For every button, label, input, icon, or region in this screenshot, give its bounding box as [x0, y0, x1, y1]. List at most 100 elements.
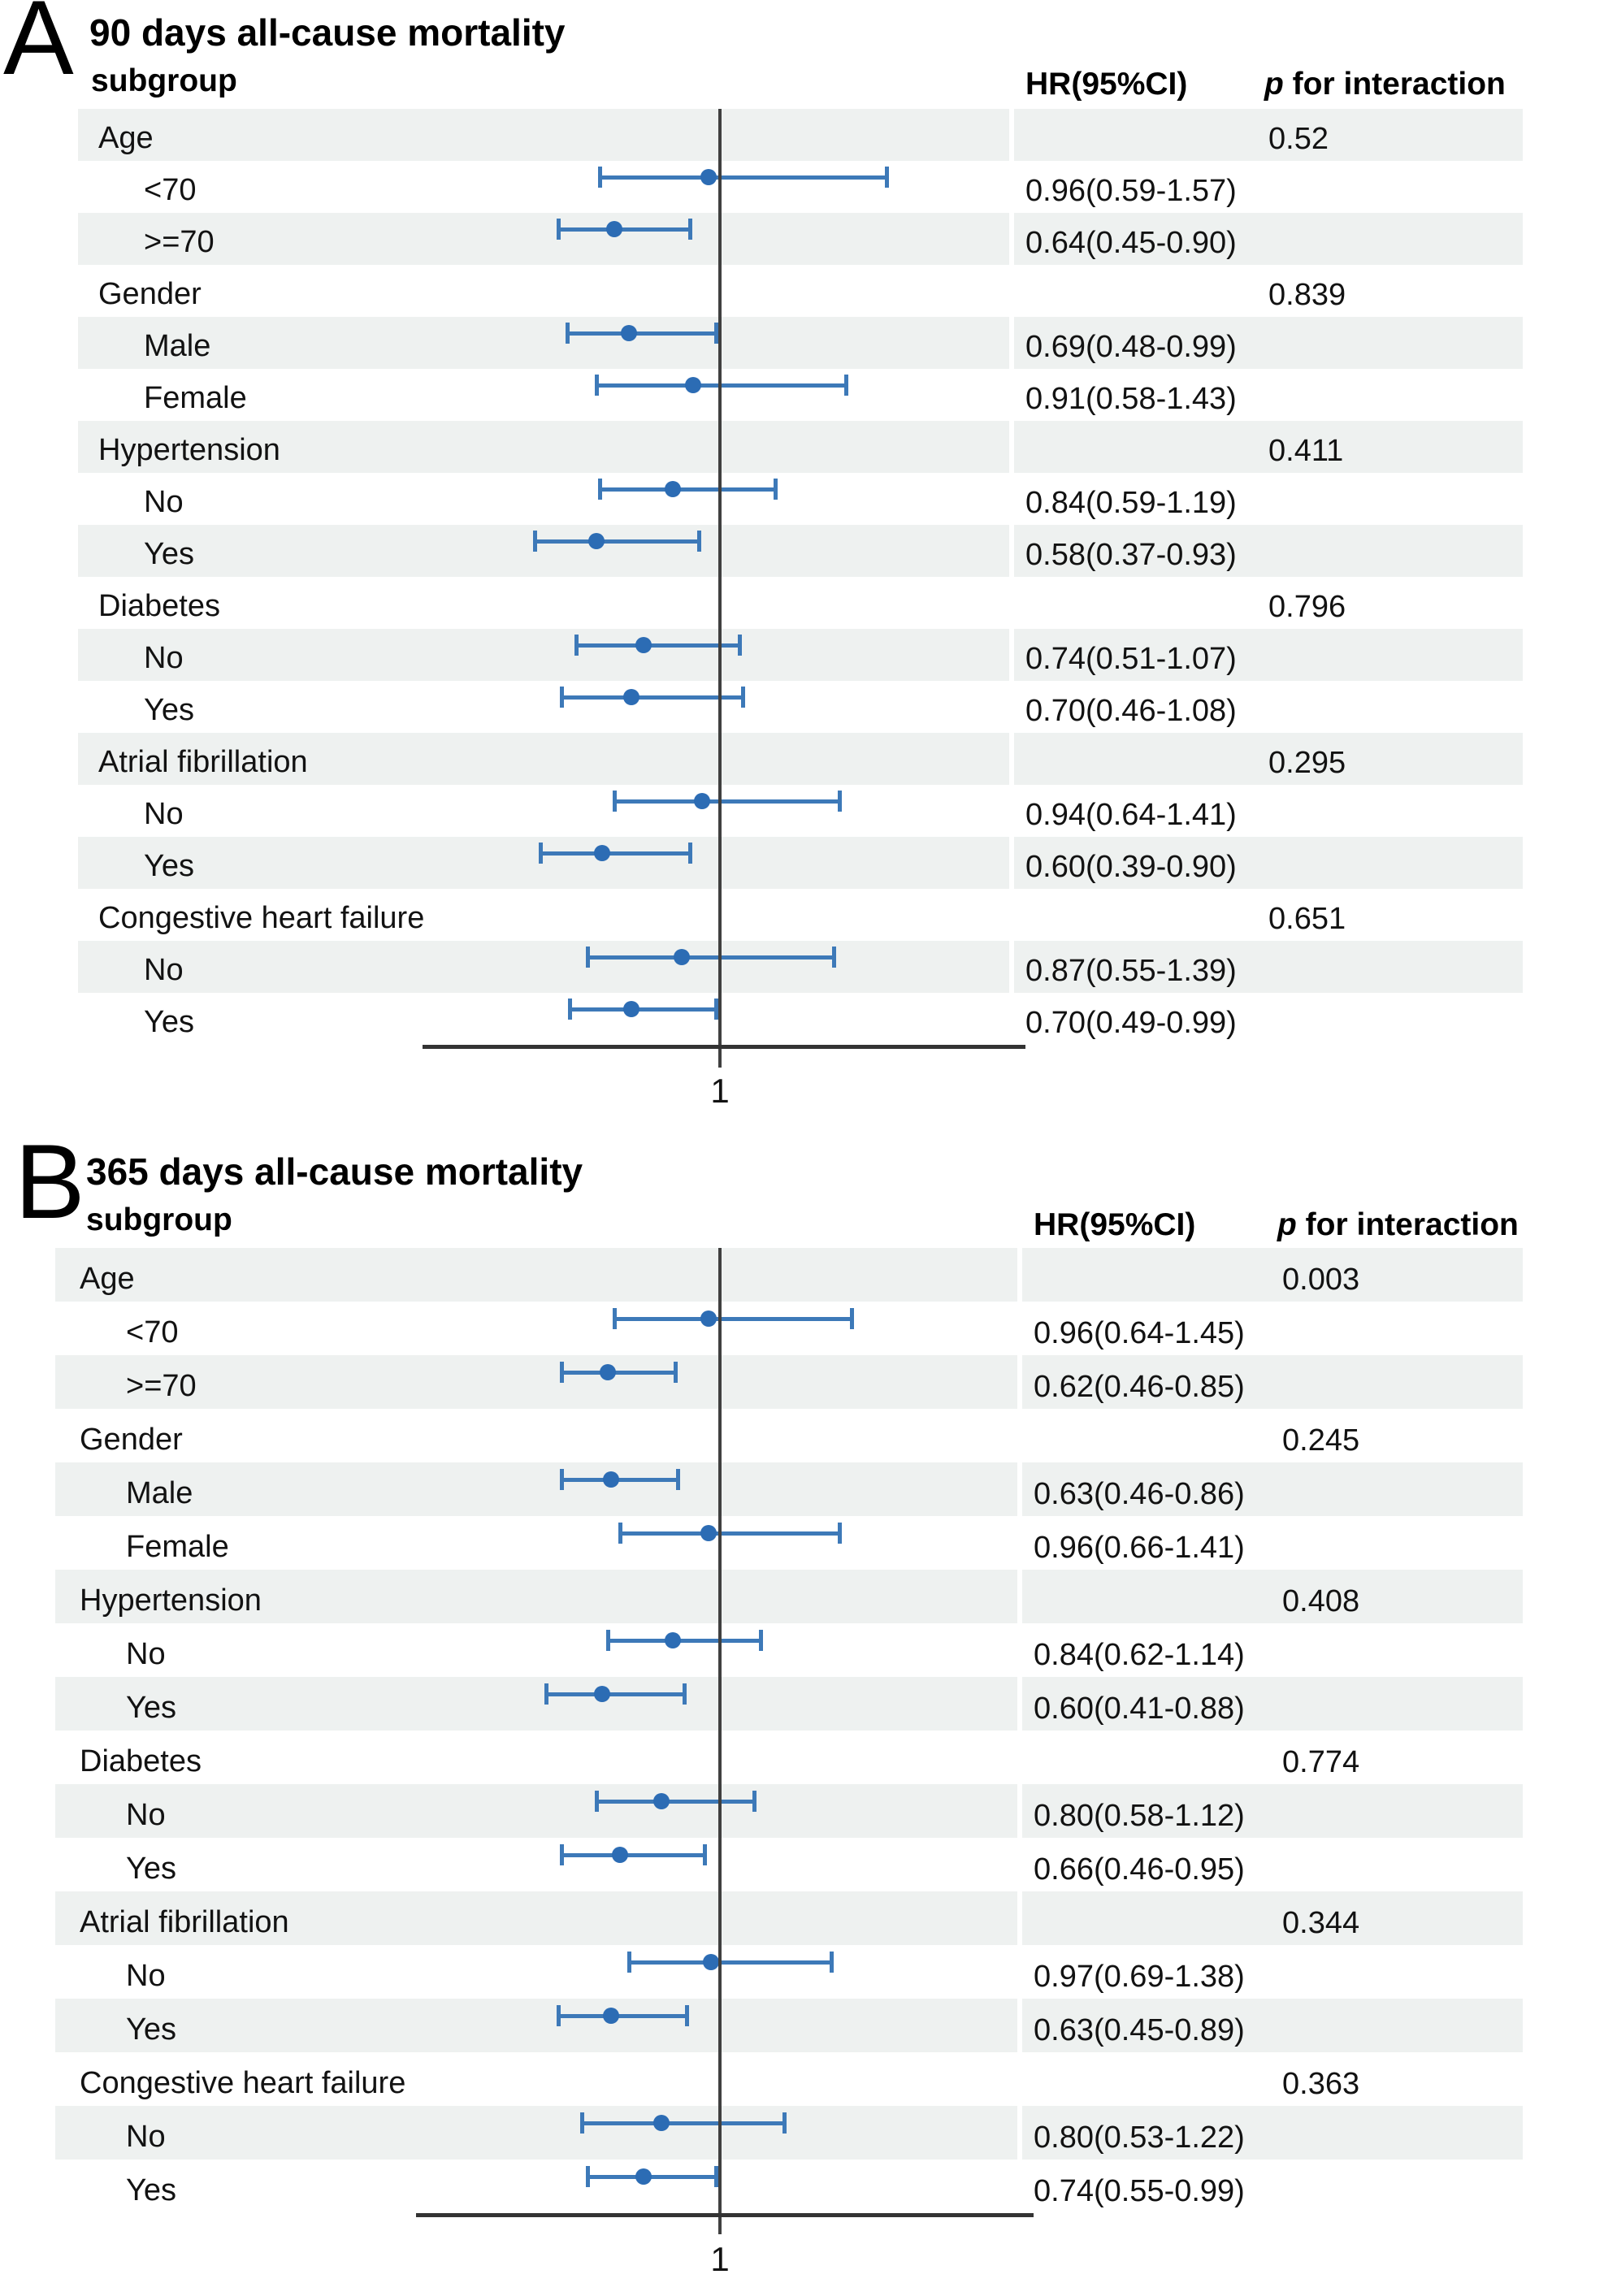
- forest-row: >=70 0.62(0.46-0.85): [0, 1355, 1604, 1409]
- forest-row: Yes 0.60(0.39-0.90): [0, 837, 1604, 889]
- panel-a-letter: A: [3, 0, 74, 97]
- ci-cap-high: [696, 531, 701, 552]
- forest-row: Hypertension 0.411: [0, 421, 1604, 473]
- hr-ci-value: 0.60(0.41-0.88): [1034, 1692, 1245, 1726]
- row-band-right: [1022, 1677, 1523, 1731]
- forest-row: No 0.84(0.62-1.14): [0, 1623, 1604, 1677]
- forest-row: Congestive heart failure 0.651: [0, 889, 1604, 941]
- forest-row: Yes 0.66(0.46-0.95): [0, 1838, 1604, 1891]
- subgroup-item-label: Yes: [144, 1005, 194, 1039]
- ci-bar: [596, 1800, 756, 1804]
- ci-bar: [613, 799, 841, 804]
- row-band-right: [1022, 1355, 1523, 1409]
- hr-ci-value: 0.96(0.59-1.57): [1025, 174, 1237, 208]
- forest-row: No 0.74(0.51-1.07): [0, 629, 1604, 681]
- x-axis-line: [423, 1045, 1025, 1049]
- row-band-left: [78, 473, 1009, 525]
- subgroup-item-label: No: [144, 953, 184, 987]
- ci-cap-low: [597, 479, 602, 500]
- row-band-right: [1014, 213, 1523, 265]
- ci-cap-low: [559, 687, 564, 708]
- ci-bar: [534, 539, 700, 544]
- hr-ci-value: 0.58(0.37-0.93): [1025, 538, 1237, 572]
- hr-ci-value: 0.97(0.69-1.38): [1034, 1960, 1245, 1994]
- row-band-right: [1014, 733, 1523, 785]
- ci-cap-high: [682, 1683, 687, 1705]
- panel-b-letter: B: [15, 1122, 85, 1241]
- forest-row: No 0.87(0.55-1.39): [0, 941, 1604, 993]
- ci-cap-high: [885, 167, 890, 188]
- ci-cap-low: [568, 999, 573, 1020]
- ci-bar: [546, 1692, 685, 1696]
- point-estimate-marker: [603, 2008, 620, 2024]
- hr-ci-value: 0.63(0.46-0.86): [1034, 1477, 1245, 1511]
- ci-bar: [581, 2121, 785, 2125]
- ci-bar: [561, 1478, 679, 1482]
- row-band-left: [78, 837, 1009, 889]
- p-italic-label: p: [1264, 67, 1284, 102]
- ci-bar: [540, 851, 691, 856]
- point-estimate-marker: [611, 1847, 628, 1863]
- ci-bar: [599, 175, 888, 180]
- subgroup-item-label: No: [126, 2120, 166, 2154]
- subgroup-item-label: No: [144, 485, 184, 519]
- panel-b: B 365 days all-cause mortality subgroup …: [0, 1129, 1604, 2296]
- ci-cap-low: [606, 1630, 611, 1651]
- column-header-subgroup: subgroup: [91, 63, 237, 98]
- row-band-left: [55, 1409, 1017, 1462]
- row-band-right: [1014, 837, 1523, 889]
- hr-ci-value: 0.70(0.46-1.08): [1025, 694, 1237, 728]
- row-band-right: [1022, 1999, 1523, 2052]
- hr-ci-value: 0.66(0.46-0.95): [1034, 1852, 1245, 1887]
- ci-bar: [628, 1960, 832, 1965]
- row-band-right: [1022, 1891, 1523, 1945]
- ci-cap-high: [687, 843, 692, 864]
- subgroup-item-label: No: [126, 1637, 166, 1671]
- x-axis-line: [416, 2213, 1034, 2217]
- subgroup-label: Atrial fibrillation: [80, 1905, 289, 1939]
- row-band-left: [55, 1945, 1017, 1999]
- row-band-left: [55, 1462, 1017, 1516]
- row-band-left: [55, 1891, 1017, 1945]
- ci-cap-low: [586, 947, 591, 968]
- point-estimate-marker: [652, 2115, 670, 2131]
- forest-row: Yes 0.60(0.41-0.88): [0, 1677, 1604, 1731]
- point-estimate-marker: [700, 1310, 717, 1327]
- ci-cap-high: [714, 2166, 719, 2187]
- ci-cap-high: [782, 2112, 787, 2134]
- row-band-left: [55, 1355, 1017, 1409]
- ci-cap-low: [594, 1791, 599, 1812]
- row-band-left: [78, 629, 1009, 681]
- ci-bar: [561, 1371, 676, 1375]
- point-estimate-marker: [665, 1632, 682, 1648]
- forest-row: >=70 0.64(0.45-0.90): [0, 213, 1604, 265]
- hr-ci-value: 0.74(0.51-1.07): [1025, 642, 1237, 676]
- p-interaction-value: 0.839: [1268, 278, 1346, 312]
- forest-row: Female 0.91(0.58-1.43): [0, 369, 1604, 421]
- hr-ci-value: 0.63(0.45-0.89): [1034, 2013, 1245, 2047]
- hr-ci-value: 0.84(0.62-1.14): [1034, 1638, 1245, 1672]
- row-band-left: [78, 993, 1009, 1045]
- forest-row: Male 0.69(0.48-0.99): [0, 317, 1604, 369]
- ci-cap-low: [539, 843, 544, 864]
- row-band-right: [1022, 2106, 1523, 2160]
- subgroup-item-label: Male: [144, 329, 211, 363]
- ci-cap-high: [838, 1523, 843, 1544]
- point-estimate-marker: [623, 689, 640, 705]
- ci-bar: [608, 1639, 761, 1643]
- ci-cap-high: [687, 219, 692, 240]
- subgroup-item-label: Female: [126, 1530, 229, 1564]
- row-band-right: [1014, 941, 1523, 993]
- p-italic-label: p: [1277, 1207, 1297, 1242]
- ci-cap-high: [702, 1844, 707, 1865]
- p-interaction-value: 0.796: [1268, 590, 1346, 624]
- row-band-right: [1014, 525, 1523, 577]
- ci-cap-high: [832, 947, 837, 968]
- ci-cap-high: [838, 791, 843, 812]
- forest-row: Age 0.52: [0, 109, 1604, 161]
- subgroup-item-label: No: [126, 1959, 166, 1993]
- hr-ci-value: 0.96(0.66-1.41): [1034, 1531, 1245, 1565]
- row-band-left: [78, 161, 1009, 213]
- ci-cap-low: [544, 1683, 549, 1705]
